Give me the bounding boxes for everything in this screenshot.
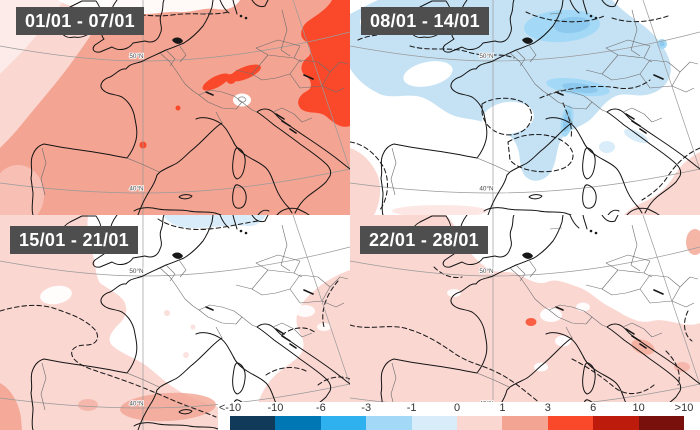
contours-week3	[0, 218, 350, 418]
legend-tick: 10	[632, 402, 645, 414]
legend-tick: <-10	[218, 402, 242, 414]
legend-swatch	[366, 416, 412, 430]
map-panel-week2	[350, 0, 700, 215]
panel-label-week2: 08/01 - 14/01	[361, 7, 489, 35]
legend-swatch	[457, 416, 503, 430]
legend-swatch	[275, 416, 321, 430]
anomaly-field-week3	[0, 215, 350, 430]
legend-tick: 1	[499, 402, 506, 414]
legend-swatch	[502, 416, 548, 430]
panel-label-week3: 15/01 - 21/01	[10, 226, 138, 254]
legend-tick: 6	[590, 402, 597, 414]
legend-tick: -1	[406, 402, 417, 414]
legend-tick: >10	[674, 402, 694, 414]
anomaly-colorbar: <-10 -10 -6 -3 -1 0 1 3 6 10 >10	[218, 402, 700, 430]
legend-swatch	[320, 416, 367, 430]
panel-label-week4: 22/01 - 28/01	[360, 226, 488, 254]
panel-label-week1: 01/01 - 07/01	[16, 7, 144, 35]
legend-tick: -6	[315, 402, 326, 414]
legend-tick: -10	[267, 402, 284, 414]
legend-swatch	[638, 416, 684, 430]
legend-swatch	[547, 416, 594, 430]
legend-swatch	[593, 416, 639, 430]
legend-tick: -3	[361, 402, 372, 414]
legend-tick: 3	[544, 402, 551, 414]
legend-swatch	[411, 416, 457, 430]
legend-swatch	[230, 416, 276, 430]
contours-week2	[350, 11, 700, 211]
legend-tick: 0	[453, 402, 461, 414]
